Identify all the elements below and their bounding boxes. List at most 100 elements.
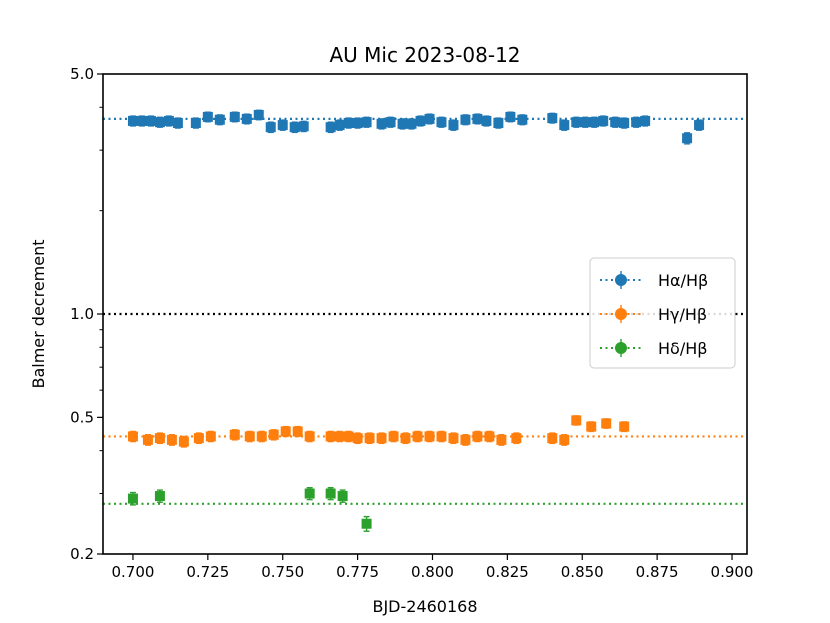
data-point (304, 488, 315, 499)
data-point (166, 434, 177, 445)
data-point (682, 133, 693, 144)
y-tick-label: 5.0 (70, 65, 94, 83)
series-1 (127, 109, 705, 145)
data-point (280, 426, 291, 437)
series-2 (127, 415, 630, 448)
data-point (415, 115, 426, 126)
data-point (517, 114, 528, 125)
legend-entry: Hγ/Hβ (600, 305, 707, 324)
y-axis: 0.2 0.5 1.0 5.0 (70, 65, 103, 563)
legend-marker (615, 342, 627, 354)
data-point (424, 113, 435, 124)
data-point (361, 518, 372, 529)
data-point (214, 114, 225, 125)
data-point (472, 431, 483, 442)
legend-marker (615, 274, 627, 286)
legend-marker (615, 308, 627, 320)
data-point (493, 117, 504, 128)
data-point (244, 431, 255, 442)
data-point (571, 415, 582, 426)
data-point (412, 431, 423, 442)
data-point (547, 433, 558, 444)
data-point (265, 122, 276, 133)
data-point (304, 431, 315, 442)
legend-label: Hα/Hβ (658, 271, 708, 290)
legend-box (589, 257, 736, 369)
data-point (505, 111, 516, 122)
data-point (268, 429, 279, 440)
data-point (472, 113, 483, 124)
data-point (205, 431, 216, 442)
x-tick-label: 0.800 (411, 563, 454, 581)
y-tick-label: 0.5 (70, 408, 94, 426)
x-tick-label: 0.850 (561, 563, 604, 581)
data-point (376, 433, 387, 444)
data-point (361, 117, 372, 128)
x-tick-label: 0.775 (336, 563, 379, 581)
legend-label: Hγ/Hβ (658, 305, 707, 324)
data-point (256, 431, 267, 442)
data-point (388, 431, 399, 442)
data-point (229, 111, 240, 122)
legend: Hα/Hβ Hγ/Hβ Hδ/Hβ (589, 257, 736, 369)
data-point (298, 121, 309, 132)
data-point (601, 418, 612, 429)
data-point (580, 117, 591, 128)
x-tick-label: 0.825 (486, 563, 529, 581)
data-point (163, 115, 174, 126)
data-point (325, 431, 336, 442)
data-point (352, 117, 363, 128)
data-point (619, 117, 630, 128)
data-point (610, 117, 621, 128)
data-point (559, 434, 570, 445)
y-tick-label: 0.2 (70, 545, 94, 563)
data-point (145, 115, 156, 126)
data-point (589, 117, 600, 128)
data-point (343, 431, 354, 442)
data-point (448, 433, 459, 444)
data-point (400, 433, 411, 444)
data-point (496, 434, 507, 445)
data-series (127, 109, 705, 532)
data-point (385, 117, 396, 128)
x-tick-label: 0.725 (186, 563, 229, 581)
data-point (289, 122, 300, 133)
data-point (154, 433, 165, 444)
data-point (334, 120, 345, 131)
x-axis: 0.700 0.725 0.750 0.775 0.800 0.825 0.850 0.875… (111, 554, 753, 581)
data-point (292, 426, 303, 437)
data-point (376, 118, 387, 129)
data-point (127, 115, 138, 126)
data-point (598, 115, 609, 126)
data-point (325, 122, 336, 133)
data-point (136, 115, 147, 126)
data-point (334, 431, 345, 442)
x-axis-label: BJD-2460168 (372, 597, 477, 616)
data-point (154, 491, 165, 502)
x-tick-label: 0.700 (111, 563, 154, 581)
data-point (325, 488, 336, 499)
data-point (640, 115, 651, 126)
data-point (448, 120, 459, 131)
y-tick-label: 1.0 (70, 305, 94, 323)
legend-label: Hδ/Hβ (658, 339, 707, 358)
data-point (436, 431, 447, 442)
x-tick-label: 0.900 (711, 563, 754, 581)
data-point (586, 421, 597, 432)
data-point (337, 491, 348, 502)
data-point (352, 433, 363, 444)
data-point (178, 436, 189, 447)
data-point (202, 111, 213, 122)
y-axis-label: Balmer decrement (29, 239, 48, 388)
data-point (406, 118, 417, 129)
data-point (424, 431, 435, 442)
data-point (460, 434, 471, 445)
data-point (127, 431, 138, 442)
data-point (571, 117, 582, 128)
data-point (511, 433, 522, 444)
data-point (460, 114, 471, 125)
data-point (343, 117, 354, 128)
data-point (142, 434, 153, 445)
data-point (172, 117, 183, 128)
